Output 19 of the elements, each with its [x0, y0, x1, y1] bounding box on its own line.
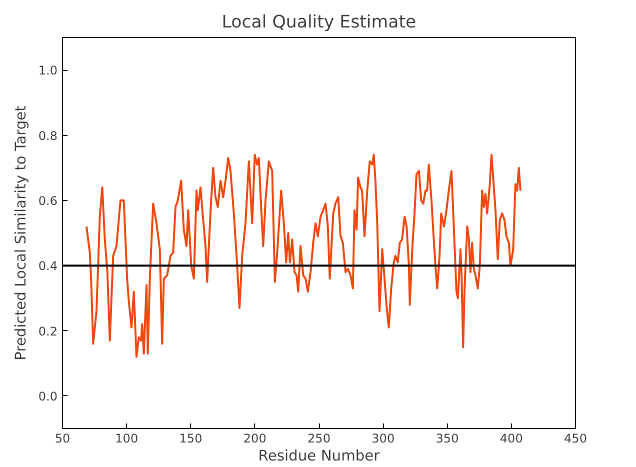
x-tick-label: 300 [372, 432, 395, 446]
x-tick-label: 100 [115, 432, 138, 446]
chart-title: Local Quality Estimate [222, 12, 416, 32]
x-tick-label: 150 [179, 432, 202, 446]
y-tick-label: 0.0 [38, 389, 58, 404]
y-tick-label: 0.8 [38, 128, 58, 143]
y-tick-label: 1.0 [38, 64, 58, 78]
x-axis-title: Residue Number [258, 448, 381, 464]
x-tick-label: 250 [308, 432, 330, 446]
x-tick-label: 450 [564, 432, 587, 446]
y-tick-label: 0.2 [38, 324, 58, 338]
x-tick-label: 50 [54, 432, 70, 446]
x-tick-label: 200 [243, 432, 266, 446]
y-axis-title: Predicted Local Similarity to Target [12, 105, 30, 360]
x-tick-label: 400 [500, 432, 523, 446]
y-tick-label: 0.4 [38, 259, 58, 274]
y-tick-label: 0.6 [38, 194, 58, 208]
x-tick-label: 350 [436, 432, 459, 446]
line-series [85, 154, 522, 358]
